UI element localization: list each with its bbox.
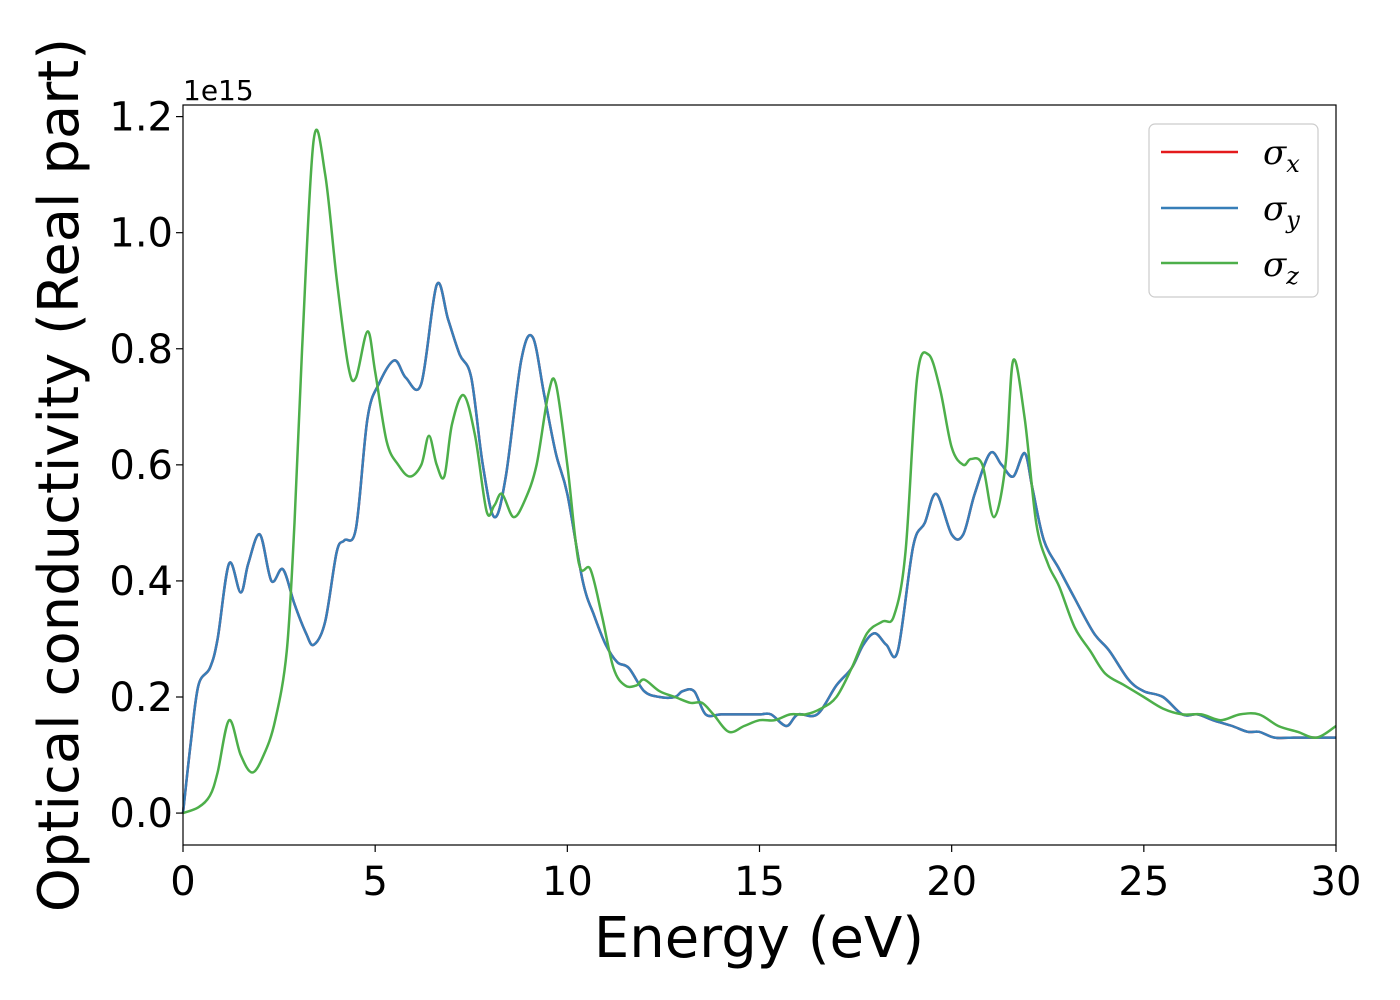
x-axis-ticks: 0 5 10 15 20 25 30 <box>170 845 1361 905</box>
x-tick-label: 25 <box>1118 859 1169 905</box>
series-line-sigma-z <box>182 128 1337 815</box>
y-tick-label: 1.2 <box>109 95 173 141</box>
y-offset-label: 1e15 <box>183 74 254 107</box>
series-line-sigma-y <box>181 281 1336 814</box>
y-tick-label: 0.8 <box>109 327 173 373</box>
y-tick-label: 0.4 <box>109 559 173 605</box>
y-tick-label: 0.2 <box>109 675 173 721</box>
series-layer <box>181 128 1337 815</box>
x-tick-label: 10 <box>542 859 593 905</box>
x-tick-label: 30 <box>1311 859 1362 905</box>
x-axis-title: Energy (eV) <box>594 906 924 971</box>
x-tick-label: 20 <box>926 859 977 905</box>
x-tick-label: 5 <box>362 859 387 905</box>
y-tick-label: 1.0 <box>109 211 173 257</box>
legend-box <box>1148 123 1319 298</box>
y-tick-label: 0.6 <box>109 443 173 489</box>
legend: σx σy σz <box>1148 123 1319 298</box>
y-axis-title: Optical conductivity (Real part) <box>27 38 92 912</box>
legend-label-sigma-y: σy <box>1263 189 1300 234</box>
x-tick-label: 0 <box>170 859 195 905</box>
y-tick-label: 0.0 <box>109 791 173 837</box>
x-tick-label: 15 <box>734 859 785 905</box>
y-axis-ticks: 0.0 0.2 0.4 0.6 0.8 1.0 1.2 <box>109 95 183 837</box>
legend-label-sigma-z: σz <box>1263 245 1299 290</box>
legend-label-sigma-x: σx <box>1263 133 1300 178</box>
